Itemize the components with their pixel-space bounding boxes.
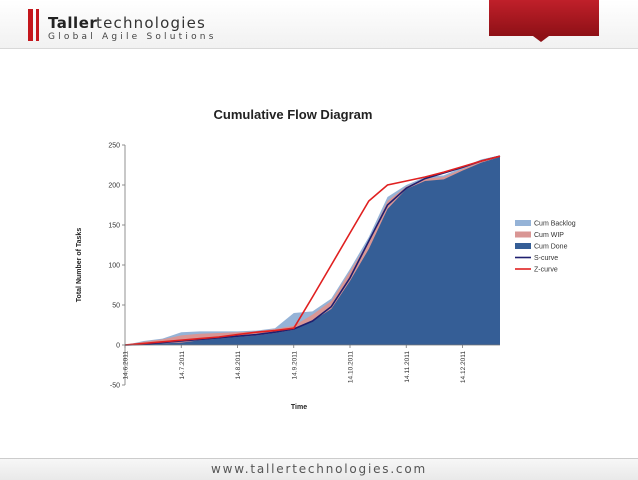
legend-label: Cum Backlog [534,221,576,228]
plot-area [124,155,501,346]
axes: -50 0 50 100 150 200 250 14.6.2011 14.7.2011 14.8… [108,143,500,390]
slide-header: Taller technologies Global Agile Solutio… [0,0,638,49]
corner-notch [533,36,549,42]
legend-label: S-curve [534,255,558,262]
x-axis-label: Time [291,404,307,411]
footer-url: www.tallertechnologies.com [211,462,427,476]
legend-label: Cum WIP [534,232,564,239]
chart-title: Cumulative Flow Diagram [214,107,373,122]
y-axis-label: Total Number of Tasks [76,228,83,303]
legend-label: Z-curve [534,267,558,274]
x-tick-label: 14.9.2011 [291,351,298,380]
line-z-curve [124,155,501,346]
y-tick-label: 250 [108,143,120,150]
logo-bar-primary [28,9,33,41]
slide-footer: www.tallertechnologies.com [0,458,638,480]
y-tick-label: -50 [110,383,120,390]
y-tick-label: 200 [108,183,120,190]
y-tick-label: 100 [108,263,120,270]
legend-swatch [515,243,531,249]
y-tick-label: 150 [108,223,120,230]
cumulative-flow-chart: Cumulative Flow Diagram Total Number of … [76,107,576,411]
x-tick-label: 14.6.2011 [123,351,130,380]
brand-name-light: technologies [96,14,207,32]
legend: Cum Backlog Cum WIP Cum Done S-curve Z-curve [515,220,576,274]
legend-label: Cum Done [534,244,568,251]
x-tick-label: 14.12.2011 [460,351,467,383]
corner-tab [489,0,599,36]
area-cum-done [125,157,500,345]
x-tick-label: 14.8.2011 [235,351,242,380]
y-tick-label: 0 [116,343,120,350]
logo-bar-secondary [36,9,39,41]
y-tick-label: 50 [112,303,120,310]
legend-swatch [515,220,531,226]
x-tick-label: 14.11.2011 [404,351,411,383]
taller-logo-icon [28,9,44,41]
x-tick-label: 14.10.2011 [348,351,355,383]
x-tick-label: 14.7.2011 [179,351,186,380]
brand-tagline: Global Agile Solutions [48,32,217,42]
legend-swatch [515,231,531,238]
brand-name-bold: Taller [48,14,98,32]
